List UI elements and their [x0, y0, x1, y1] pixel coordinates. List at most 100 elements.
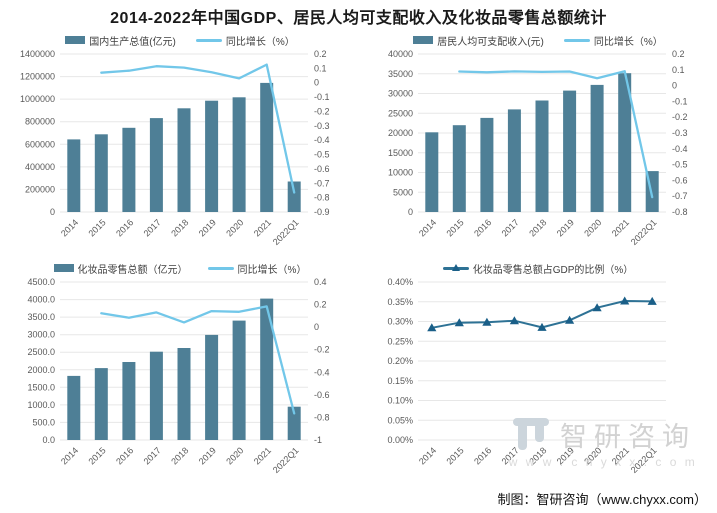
svg-text:2020: 2020: [582, 445, 603, 466]
svg-text:3000.0: 3000.0: [27, 330, 55, 340]
svg-text:-0.5: -0.5: [314, 150, 330, 160]
svg-text:2022Q1: 2022Q1: [271, 445, 301, 475]
svg-text:-0.8: -0.8: [314, 412, 330, 422]
svg-text:0.2: 0.2: [314, 49, 327, 59]
bar: [590, 84, 604, 212]
svg-text:2019: 2019: [197, 217, 218, 238]
svg-text:-0.4: -0.4: [314, 367, 330, 377]
svg-text:0.1: 0.1: [314, 63, 327, 73]
triangle-marker: [592, 303, 602, 312]
bar: [507, 109, 521, 212]
bar: [94, 368, 108, 440]
cosmetics-svg: 4500.0 4000.0 3500.0 3000.0 2500.0 2000.0 1500…: [27, 277, 330, 475]
triangle-marker: [509, 316, 519, 325]
svg-text:2018: 2018: [169, 217, 190, 238]
bar-swatch-icon: [413, 36, 434, 44]
svg-text:25000: 25000: [388, 108, 413, 118]
chart-income-plot: 40000 35000 30000 25000 20000 15000 10000 5000 0…: [366, 48, 710, 254]
growth-line: [458, 70, 654, 199]
svg-text:500.0: 500.0: [32, 417, 55, 427]
bar: [535, 100, 549, 212]
svg-text:2021: 2021: [252, 445, 273, 466]
svg-text:2020: 2020: [224, 217, 245, 238]
svg-text:2022Q1: 2022Q1: [629, 445, 659, 475]
svg-text:-0.5: -0.5: [672, 160, 688, 170]
bar: [94, 134, 108, 212]
bar: [480, 117, 494, 212]
svg-text:-0.2: -0.2: [314, 107, 330, 117]
svg-text:1500.0: 1500.0: [27, 382, 55, 392]
bar: [122, 362, 136, 440]
svg-text:2014: 2014: [59, 217, 80, 238]
svg-text:0.15%: 0.15%: [387, 376, 413, 386]
svg-text:2015: 2015: [86, 445, 107, 466]
svg-text:0.2: 0.2: [314, 300, 327, 310]
legend-item-cosmetics-1: 同比增长（%）: [207, 261, 306, 276]
chart-gdp: 国内生产总值(亿元) 同比增长（%） 1400000 1200000 1000000 8…: [8, 32, 352, 258]
svg-text:2019: 2019: [197, 445, 218, 466]
svg-text:2016: 2016: [114, 445, 135, 466]
triangle-marker: [482, 317, 492, 326]
svg-text:2500.0: 2500.0: [27, 347, 55, 357]
svg-text:4000.0: 4000.0: [27, 295, 55, 305]
svg-text:-0.3: -0.3: [672, 128, 688, 138]
bar: [205, 334, 219, 440]
svg-text:0.10%: 0.10%: [387, 396, 413, 406]
svg-text:2017: 2017: [142, 445, 163, 466]
svg-text:0.1: 0.1: [672, 65, 685, 75]
svg-text:1000000: 1000000: [20, 94, 55, 104]
bar: [232, 97, 246, 212]
chart-cosmetics-plot: 4500.0 4000.0 3500.0 3000.0 2500.0 2000.0 1500…: [8, 276, 352, 482]
chart-income-legend: 居民人均可支配收入(元) 同比增长（%）: [366, 32, 710, 48]
svg-text:-0.4: -0.4: [314, 135, 330, 145]
svg-text:2020: 2020: [224, 445, 245, 466]
svg-text:-0.7: -0.7: [314, 178, 330, 188]
svg-text:0.4: 0.4: [314, 277, 327, 287]
svg-text:-0.4: -0.4: [672, 144, 688, 154]
svg-text:2016: 2016: [114, 217, 135, 238]
svg-text:2014: 2014: [417, 445, 438, 466]
growth-line: [100, 63, 296, 194]
line-swatch-icon: [207, 266, 234, 270]
svg-text:1200000: 1200000: [20, 72, 55, 82]
svg-text:0.00%: 0.00%: [387, 435, 413, 445]
legend-label: 化妆品零售总额（亿元）: [77, 264, 188, 276]
svg-text:2021: 2021: [252, 217, 273, 238]
svg-text:0: 0: [50, 207, 55, 217]
svg-text:2022Q1: 2022Q1: [271, 217, 301, 247]
bar: [67, 139, 81, 212]
svg-text:2014: 2014: [417, 217, 438, 238]
gdp-svg: 1400000 1200000 1000000 800000 600000 400000 2…: [20, 49, 330, 247]
svg-text:3500.0: 3500.0: [27, 312, 55, 322]
svg-text:2021: 2021: [610, 445, 631, 466]
legend-label: 居民人均可支配收入(元): [437, 36, 544, 48]
line-swatch-icon: [563, 38, 590, 42]
page-title: 2014-2022年中国GDP、居民人均可支配收入及化妆品零售总额统计: [110, 10, 607, 27]
svg-text:1000.0: 1000.0: [27, 400, 55, 410]
credit-line: 制图：智研咨询（www.chyxx.com）: [497, 492, 707, 507]
bar-swatch-icon: [53, 264, 74, 272]
svg-text:-0.9: -0.9: [314, 207, 330, 217]
svg-text:2016: 2016: [472, 217, 493, 238]
chart-ratio-plot: 0.40% 0.35% 0.30% 0.25% 0.20% 0.15% 0.10% 0.05%…: [366, 276, 710, 482]
svg-text:2016: 2016: [472, 445, 493, 466]
svg-text:2021: 2021: [610, 217, 631, 238]
legend-item-gdp-0: 国内生产总值(亿元): [65, 33, 176, 48]
svg-text:0.30%: 0.30%: [387, 317, 413, 327]
triangle-marker: [537, 322, 547, 331]
svg-text:-0.7: -0.7: [672, 191, 688, 201]
svg-text:-0.1: -0.1: [314, 92, 330, 102]
chart-income: 居民人均可支配收入(元) 同比增长（%） 40000 35000 30000 25000…: [366, 32, 710, 258]
triangle-marker: [454, 318, 464, 327]
svg-text:0.2: 0.2: [672, 49, 685, 59]
legend-item-cosmetics-0: 化妆品零售总额（亿元）: [53, 261, 188, 276]
chart-gdp-legend: 国内生产总值(亿元) 同比增长（%）: [8, 32, 352, 48]
svg-text:600000: 600000: [25, 139, 55, 149]
svg-text:2019: 2019: [555, 445, 576, 466]
svg-text:2015: 2015: [86, 217, 107, 238]
chart-ratio: 化妆品零售总额占GDP的比例（%） 0.40% 0.35% 0.30% 0.25% 0.…: [366, 260, 710, 486]
svg-text:2022Q1: 2022Q1: [629, 217, 659, 247]
triangle-marker: [647, 296, 657, 305]
chart-gdp-plot: 1400000 1200000 1000000 800000 600000 400000 2…: [8, 48, 352, 254]
svg-text:40000: 40000: [388, 49, 413, 59]
